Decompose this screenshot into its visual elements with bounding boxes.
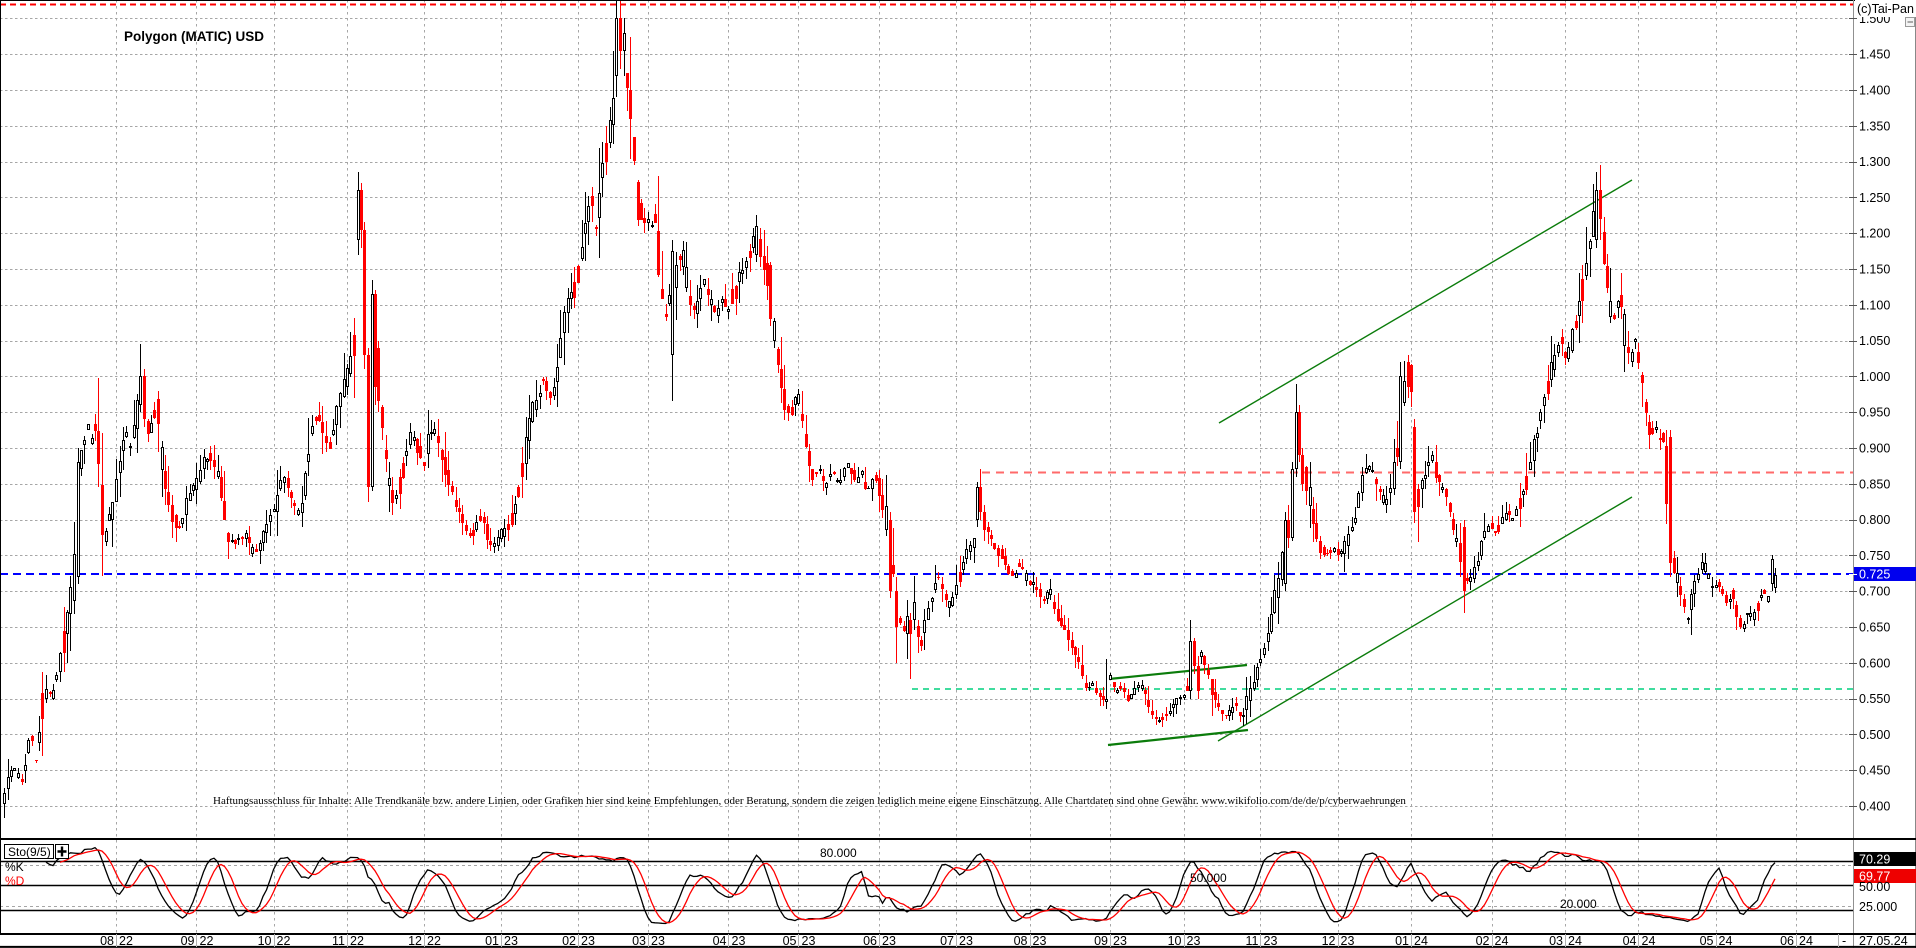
svg-text:50.00: 50.00 xyxy=(1859,880,1890,894)
svg-text:0.500: 0.500 xyxy=(1859,728,1890,742)
svg-text:%D: %D xyxy=(5,874,25,888)
svg-text:0.950: 0.950 xyxy=(1859,406,1890,420)
svg-text:09: 09 xyxy=(1094,934,1108,948)
svg-text:23: 23 xyxy=(651,934,665,948)
svg-text:1.000: 1.000 xyxy=(1859,370,1890,384)
svg-text:24: 24 xyxy=(1642,934,1656,948)
svg-text:0.400: 0.400 xyxy=(1859,800,1890,814)
svg-text:24: 24 xyxy=(1495,934,1509,948)
svg-text:1.150: 1.150 xyxy=(1859,263,1890,277)
svg-text:70.29: 70.29 xyxy=(1859,853,1890,867)
svg-text:1.050: 1.050 xyxy=(1859,334,1890,348)
svg-text:23: 23 xyxy=(1341,934,1355,948)
svg-text:23: 23 xyxy=(1113,934,1127,948)
svg-text:1.300: 1.300 xyxy=(1859,155,1890,169)
svg-text:0.800: 0.800 xyxy=(1859,513,1890,527)
svg-text:23: 23 xyxy=(1187,934,1201,948)
svg-text:1.100: 1.100 xyxy=(1859,298,1890,312)
svg-text:24: 24 xyxy=(1568,934,1582,948)
svg-text:0.700: 0.700 xyxy=(1859,585,1890,599)
svg-text:01: 01 xyxy=(485,934,499,948)
svg-text:23: 23 xyxy=(959,934,973,948)
svg-text:(c)Tai-Pan: (c)Tai-Pan xyxy=(1857,2,1914,16)
svg-text:22: 22 xyxy=(277,934,291,948)
svg-text:1.350: 1.350 xyxy=(1859,119,1890,133)
svg-text:03: 03 xyxy=(632,934,646,948)
svg-text:1.250: 1.250 xyxy=(1859,191,1890,205)
svg-text:22: 22 xyxy=(350,934,364,948)
svg-text:01: 01 xyxy=(1395,934,1409,948)
svg-text:0.750: 0.750 xyxy=(1859,549,1890,563)
svg-text:23: 23 xyxy=(1264,934,1278,948)
svg-text:23: 23 xyxy=(802,934,816,948)
svg-text:22: 22 xyxy=(119,934,133,948)
svg-text:80.000: 80.000 xyxy=(820,846,857,860)
svg-text:02: 02 xyxy=(1476,934,1490,948)
svg-text:Polygon (MATIC) USD: Polygon (MATIC) USD xyxy=(124,29,264,44)
svg-text:06: 06 xyxy=(1780,934,1794,948)
svg-text:23: 23 xyxy=(882,934,896,948)
svg-text:20.000: 20.000 xyxy=(1560,897,1597,911)
svg-text:25.000: 25.000 xyxy=(1859,900,1897,914)
svg-text:69.77: 69.77 xyxy=(1859,870,1890,884)
svg-text:-: - xyxy=(1842,934,1846,948)
svg-text:23: 23 xyxy=(581,934,595,948)
svg-text:0.900: 0.900 xyxy=(1859,442,1890,456)
svg-text:0.550: 0.550 xyxy=(1859,692,1890,706)
svg-text:%K: %K xyxy=(5,860,24,874)
svg-text:0.600: 0.600 xyxy=(1859,656,1890,670)
svg-text:0.450: 0.450 xyxy=(1859,764,1890,778)
svg-text:12: 12 xyxy=(408,934,422,948)
svg-text:03: 03 xyxy=(1549,934,1563,948)
svg-text:50.000: 50.000 xyxy=(1190,871,1227,885)
svg-text:24: 24 xyxy=(1719,934,1733,948)
svg-text:0.850: 0.850 xyxy=(1859,477,1890,491)
svg-text:1.400: 1.400 xyxy=(1859,84,1890,98)
svg-text:09: 09 xyxy=(181,934,195,948)
svg-text:10: 10 xyxy=(1168,934,1182,948)
svg-text:02: 02 xyxy=(562,934,576,948)
svg-text:1.200: 1.200 xyxy=(1859,227,1890,241)
svg-text:22: 22 xyxy=(200,934,214,948)
svg-text:23: 23 xyxy=(504,934,518,948)
svg-text:24: 24 xyxy=(1414,934,1428,948)
svg-text:08: 08 xyxy=(100,934,114,948)
svg-text:23: 23 xyxy=(732,934,746,948)
svg-text:05: 05 xyxy=(783,934,797,948)
svg-text:12: 12 xyxy=(1322,934,1336,948)
svg-text:05: 05 xyxy=(1700,934,1714,948)
svg-text:11: 11 xyxy=(332,934,345,948)
svg-text:23: 23 xyxy=(1033,934,1047,948)
svg-text:Haftungsausschluss für Inhalte: Haftungsausschluss für Inhalte: Alle Tre… xyxy=(213,795,1406,807)
svg-text:27.05.24: 27.05.24 xyxy=(1859,934,1908,948)
svg-text:Sto(9/5): Sto(9/5) xyxy=(8,845,51,859)
svg-text:11: 11 xyxy=(1246,934,1259,948)
svg-text:0.725: 0.725 xyxy=(1859,568,1890,582)
svg-text:04: 04 xyxy=(713,934,727,948)
svg-text:07: 07 xyxy=(940,934,954,948)
svg-text:04: 04 xyxy=(1623,934,1637,948)
svg-text:22: 22 xyxy=(427,934,441,948)
svg-text:1.450: 1.450 xyxy=(1859,48,1890,62)
svg-text:0.650: 0.650 xyxy=(1859,621,1890,635)
svg-text:10: 10 xyxy=(258,934,272,948)
svg-text:08: 08 xyxy=(1014,934,1028,948)
svg-text:06: 06 xyxy=(863,934,877,948)
svg-text:24: 24 xyxy=(1799,934,1813,948)
